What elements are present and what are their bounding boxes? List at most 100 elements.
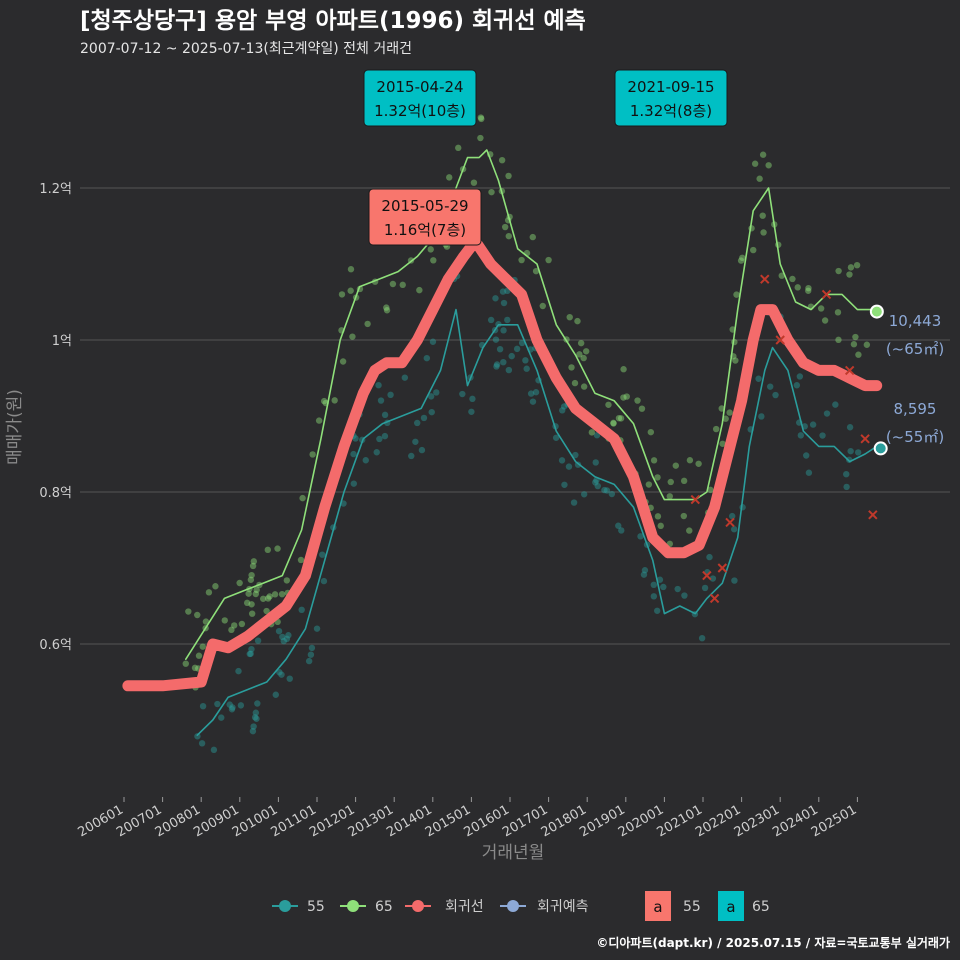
scatter-point-55: [350, 450, 357, 458]
scatter-point-65: [647, 428, 655, 436]
y-tick-label: 1.2억: [39, 182, 72, 197]
scatter-point-55: [529, 398, 537, 405]
scatter-point-55: [254, 700, 261, 707]
legend-swatch-label-55: 55: [683, 899, 701, 915]
scatter-point-55: [709, 575, 717, 582]
legend-item-forecast: 회귀예측: [500, 899, 589, 915]
legend-item-55: 55: [272, 899, 325, 915]
scatter-point-65: [532, 267, 540, 275]
scatter-point-55: [532, 389, 540, 396]
legend-swatch-symbol-65: a: [726, 898, 735, 916]
scatter-point-65: [680, 477, 688, 485]
legend-item-regression: 회귀선: [405, 899, 484, 915]
scatter-point-55: [492, 336, 500, 343]
scatter-point-55: [218, 714, 225, 721]
scatter-point-55: [608, 490, 616, 498]
scatter-point-65: [191, 664, 199, 672]
scatter-point-65: [654, 513, 662, 520]
scatter-point-65: [610, 419, 617, 427]
scatter-point-55: [276, 669, 283, 676]
regression-forecast-mark: [717, 563, 728, 573]
scatter-point-55: [307, 651, 315, 658]
scatter-point-65: [245, 590, 252, 597]
series-line-65: [185, 149, 874, 660]
scatter-point-55: [660, 583, 667, 591]
scatter-point-55: [561, 481, 568, 488]
scatter-point-65: [835, 336, 842, 344]
scatter-point-65: [501, 223, 509, 231]
scatter-point-55: [797, 432, 805, 439]
scatter-point-55: [731, 577, 738, 584]
annotation-price: 1.32억(8층): [630, 102, 712, 120]
y-axis-title: 매매가(원): [5, 389, 25, 465]
scatter-point-55: [279, 633, 286, 641]
scatter-point-55: [681, 592, 688, 599]
scatter-point-55: [469, 395, 476, 403]
scatter-point-65: [605, 401, 612, 408]
scatter-point-65: [478, 115, 485, 123]
scatter-point-65: [182, 660, 189, 667]
y-tick-label: 1억: [52, 334, 72, 349]
scatter-point-65: [194, 611, 201, 619]
scatter-point-65: [847, 264, 855, 271]
scatter-point-55: [572, 451, 579, 459]
series-line-55: [196, 308, 878, 736]
scatter-point-55: [560, 403, 568, 410]
scatter-point-65: [686, 527, 693, 534]
scatter-point-65: [756, 175, 763, 182]
regression-forecast-mark: [760, 274, 770, 284]
scatter-point-65: [617, 415, 625, 422]
scatter-point-55: [210, 746, 218, 754]
scatter-point-65: [733, 291, 740, 298]
scatter-point-55: [285, 632, 292, 639]
scatter-point-55: [194, 733, 201, 740]
scatter-point-65: [416, 286, 423, 294]
scatter-point-65: [299, 494, 306, 502]
x-axis-title: 거래년월: [482, 843, 545, 863]
scatter-point-65: [850, 341, 858, 348]
legend-labelbox-65: a 65: [718, 891, 770, 921]
scatter-point-55: [320, 577, 328, 585]
legend-label-regression: 회귀선: [445, 899, 484, 915]
scatter-point-65: [571, 379, 579, 387]
scatter-point-55: [500, 327, 507, 334]
legend-dot-regression: [412, 900, 424, 912]
annotation-date: 2015-04-24: [376, 78, 463, 96]
scatter-point-65: [610, 420, 617, 427]
scatter-point-65: [248, 610, 256, 617]
scatter-point-55: [247, 650, 254, 657]
scatter-point-55: [373, 449, 380, 456]
regression-forecast-mark: [868, 510, 878, 520]
scatter-point-55: [615, 522, 622, 529]
scatter-point-55: [527, 390, 535, 397]
scatter-point-55: [796, 373, 804, 380]
scatter-point-55: [674, 585, 681, 593]
scatter-point-65: [645, 481, 653, 488]
scatter-point-65: [455, 144, 462, 152]
scatter-point-65: [760, 229, 767, 236]
scatter-point-65: [470, 179, 478, 186]
scatter-point-65: [274, 545, 281, 552]
legend-swatch-55: [645, 891, 671, 921]
scatter-point-65: [202, 618, 210, 625]
scatter-point-65: [505, 232, 513, 240]
regression-forecast-mark: [690, 494, 700, 505]
scatter-point-55: [640, 571, 648, 578]
scatter-point-65: [488, 188, 495, 196]
scatter-point-55: [237, 702, 245, 709]
legend-item-65: 65: [340, 899, 393, 915]
scatter-point-55: [275, 627, 283, 635]
scatter-point-65: [732, 357, 739, 364]
scatter-point-55: [305, 657, 313, 665]
scatter-point-65: [680, 512, 688, 520]
scatter-point-65: [654, 474, 661, 481]
scatter-point-65: [320, 397, 328, 405]
scatter-point-55: [249, 727, 257, 735]
scatter-point-55: [823, 410, 831, 417]
scatter-point-65: [212, 583, 219, 590]
scatter-point-55: [552, 434, 560, 441]
scatter-point-65: [195, 652, 203, 659]
scatter-point-55: [280, 637, 287, 645]
scatter-point-55: [199, 702, 207, 710]
scatter-point-65: [577, 339, 585, 347]
